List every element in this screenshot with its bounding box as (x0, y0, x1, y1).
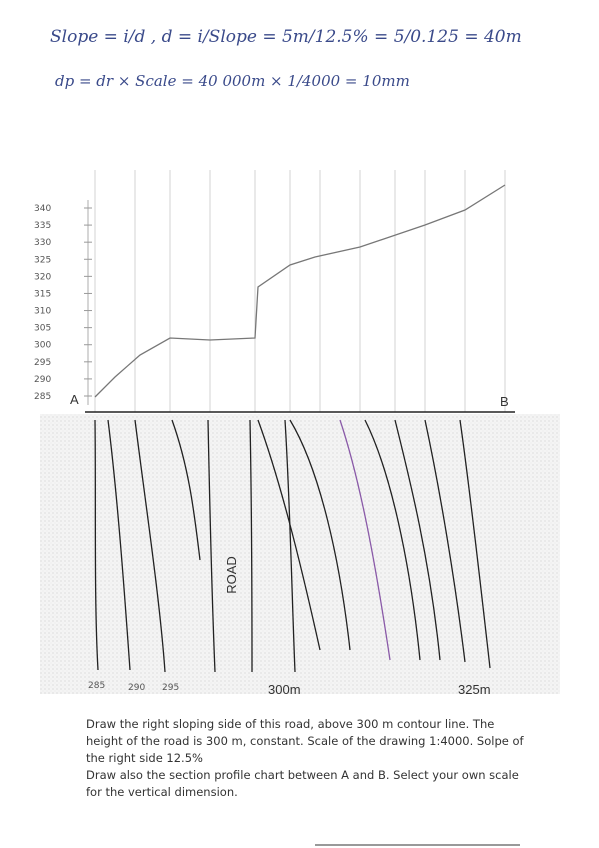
y-label: 330 (34, 238, 51, 248)
formula: Slope = i/d , d = i/Slope = 5m/12.5% = 5… (50, 27, 522, 47)
road-label: ROAD (224, 556, 239, 594)
instructions: Draw the right sloping side of this road… (86, 716, 526, 801)
profile-line (94, 184, 506, 398)
contours (94, 419, 491, 673)
point-b: B (500, 394, 509, 409)
y-label: 285 (34, 392, 51, 402)
y-label: 305 (34, 324, 51, 334)
y-label: 290 (34, 375, 51, 385)
y-label: 310 (34, 307, 51, 317)
y-labels: 340 335 330 325 320 315 310 305 300 295 290 285 (34, 204, 92, 402)
contour-label: 300m (268, 682, 301, 697)
profile-grid (87, 170, 506, 412)
instruction: Draw also the section profile chart betw… (86, 768, 519, 799)
contour-label: 290 (128, 683, 145, 693)
contour-label: 285 (88, 681, 105, 691)
point-a: A (70, 392, 79, 407)
y-label: 325 (34, 255, 51, 265)
y-label: 295 (34, 358, 51, 368)
y-label: 320 (34, 272, 51, 282)
contour-label: 295 (162, 683, 179, 693)
y-label: 340 (34, 204, 51, 214)
instruction: Draw the right sloping side of this road… (86, 717, 524, 765)
y-label: 315 (34, 289, 51, 299)
y-label: 335 (34, 221, 51, 231)
y-label: 300 (34, 341, 51, 351)
plan-area (40, 414, 560, 694)
formula: dp = dr × Scale = 40 000m × 1/4000 = 10m… (55, 72, 410, 90)
contour-label: 325m (458, 682, 491, 697)
